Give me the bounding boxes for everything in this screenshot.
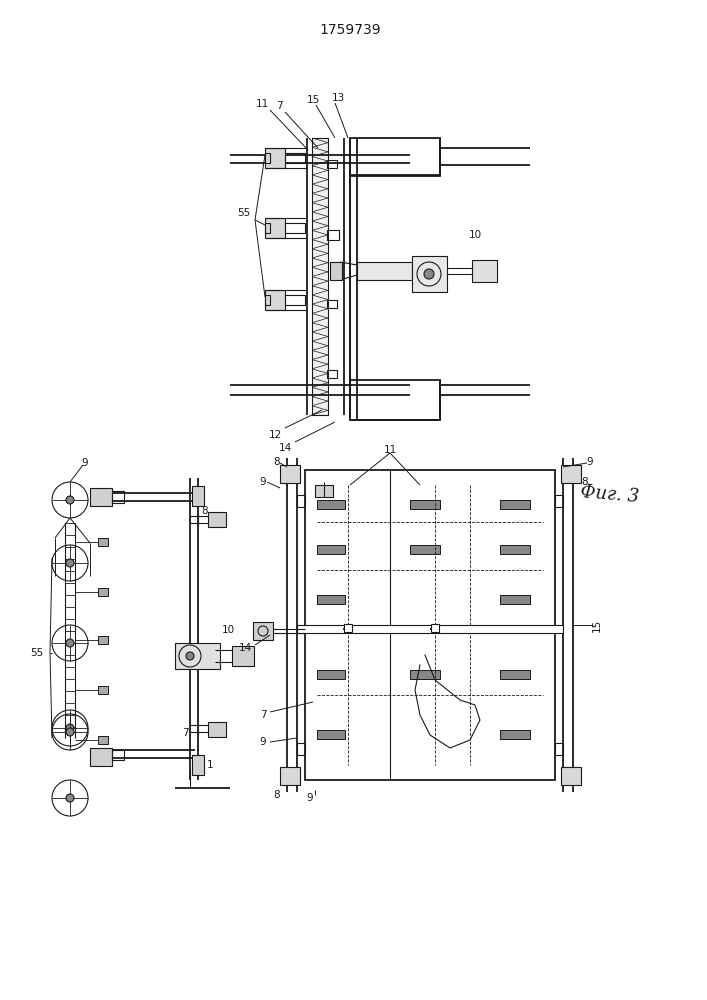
Text: 7: 7	[182, 728, 188, 738]
Circle shape	[186, 652, 194, 660]
Bar	[412, 256, 447, 292]
Bar	[208, 722, 226, 737]
Bar	[90, 488, 112, 506]
Bar	[208, 512, 226, 527]
Bar	[297, 625, 563, 633]
Bar	[555, 495, 563, 507]
Bar	[410, 545, 440, 554]
Text: 13: 13	[332, 93, 344, 103]
Bar	[500, 730, 530, 739]
Bar	[317, 500, 345, 509]
Bar	[350, 380, 440, 420]
Circle shape	[66, 794, 74, 802]
Bar	[90, 748, 112, 766]
Circle shape	[66, 728, 74, 736]
Text: 12: 12	[269, 430, 281, 440]
Bar	[297, 495, 305, 507]
Bar	[315, 485, 333, 497]
Bar	[561, 465, 581, 483]
Text: 8: 8	[582, 477, 588, 487]
Bar	[472, 260, 497, 282]
Bar	[297, 743, 305, 755]
Text: 55: 55	[238, 208, 250, 218]
Bar	[344, 624, 352, 632]
Bar	[98, 588, 108, 596]
Bar	[317, 545, 345, 554]
Bar	[265, 290, 285, 310]
Text: 7: 7	[276, 101, 282, 111]
Bar	[280, 767, 300, 785]
Bar	[112, 750, 124, 760]
Bar	[312, 138, 328, 415]
Text: 14: 14	[238, 643, 252, 653]
Text: 1759739: 1759739	[319, 23, 381, 37]
Bar	[112, 491, 124, 503]
Bar	[317, 730, 345, 739]
Bar	[192, 755, 204, 775]
Text: 9: 9	[259, 477, 267, 487]
Text: 8: 8	[274, 790, 280, 800]
Bar	[98, 538, 108, 546]
Text: 8: 8	[201, 506, 209, 516]
Bar	[192, 486, 204, 506]
Bar	[265, 218, 285, 238]
Text: 9: 9	[82, 458, 88, 468]
Bar	[265, 148, 285, 168]
Bar	[265, 223, 270, 233]
Text: 15: 15	[592, 618, 602, 632]
Text: 55: 55	[30, 648, 44, 658]
Bar	[253, 622, 273, 640]
Bar	[327, 230, 339, 240]
Text: 10: 10	[221, 625, 235, 635]
Circle shape	[66, 496, 74, 504]
Bar	[285, 153, 305, 163]
Text: 15: 15	[306, 95, 320, 105]
Text: 1: 1	[206, 760, 214, 770]
Bar	[500, 500, 530, 509]
Bar	[350, 138, 440, 176]
Bar	[285, 223, 305, 233]
Circle shape	[66, 559, 74, 567]
Text: 11: 11	[383, 445, 397, 455]
Bar	[98, 636, 108, 644]
Bar	[330, 262, 342, 280]
Bar	[327, 370, 337, 378]
Text: 7: 7	[259, 710, 267, 720]
Bar	[305, 470, 555, 780]
Text: 8: 8	[274, 457, 280, 467]
Circle shape	[66, 724, 74, 732]
Bar	[175, 643, 220, 669]
Bar	[327, 160, 337, 168]
Text: 9: 9	[587, 457, 593, 467]
Bar	[317, 595, 345, 604]
Bar	[327, 300, 337, 308]
Bar	[431, 624, 439, 632]
Bar	[285, 295, 305, 305]
Text: 9: 9	[307, 793, 313, 803]
Bar	[500, 670, 530, 679]
Circle shape	[66, 639, 74, 647]
Bar	[357, 262, 412, 280]
Bar	[317, 670, 345, 679]
Text: 11: 11	[255, 99, 269, 109]
Text: 10: 10	[469, 230, 481, 240]
Bar	[232, 646, 254, 666]
Bar	[410, 500, 440, 509]
Bar	[98, 686, 108, 694]
Bar	[98, 736, 108, 744]
Bar	[561, 767, 581, 785]
Text: 9: 9	[259, 737, 267, 747]
Bar	[280, 465, 300, 483]
Circle shape	[424, 269, 434, 279]
Text: Фиг. 3: Фиг. 3	[580, 483, 640, 507]
Bar	[500, 595, 530, 604]
Bar	[555, 743, 563, 755]
Bar	[265, 295, 270, 305]
Bar	[265, 153, 270, 163]
Bar	[500, 545, 530, 554]
Bar	[410, 670, 440, 679]
Text: 14: 14	[279, 443, 291, 453]
